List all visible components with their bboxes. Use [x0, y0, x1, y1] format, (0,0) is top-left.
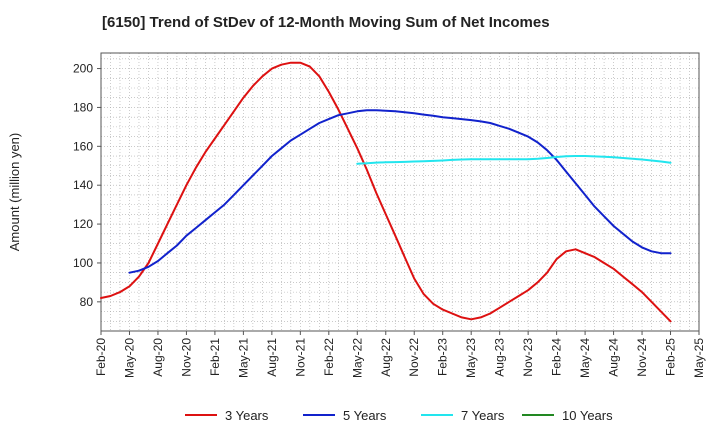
x-tick-label: May-20: [122, 338, 136, 378]
legend-label: 10 Years: [562, 408, 613, 423]
x-tick-label: Feb-24: [550, 338, 564, 376]
x-tick-label: May-24: [578, 338, 592, 378]
x-tick-label: Aug-24: [607, 338, 621, 377]
x-tick-label: May-25: [692, 338, 706, 378]
y-tick-label: 120: [73, 217, 93, 231]
x-tick-label: Aug-20: [151, 338, 165, 377]
y-tick-label: 140: [73, 178, 93, 192]
x-tick-label: Feb-22: [322, 338, 336, 376]
x-tick-label: Nov-23: [521, 338, 535, 377]
y-axis-label: Amount (million yen): [7, 133, 22, 252]
legend-label: 3 Years: [225, 408, 269, 423]
x-tick-label: Feb-20: [94, 338, 108, 376]
x-tick-label: Nov-20: [179, 338, 193, 377]
x-tick-label: May-23: [464, 338, 478, 378]
x-tick-label: Aug-21: [265, 338, 279, 377]
series-line-3-years: [100, 61, 672, 323]
y-tick-label: 80: [80, 295, 94, 309]
y-tick-label: 160: [73, 139, 93, 153]
x-tick-label: Nov-24: [635, 338, 649, 377]
x-tick-label: Aug-23: [493, 338, 507, 377]
x-tick-label: Feb-23: [436, 338, 450, 376]
series-line-7-years: [356, 155, 672, 165]
x-tick-label: May-22: [350, 338, 364, 378]
x-tick-label: Nov-21: [293, 338, 307, 377]
x-tick-label: Aug-22: [379, 338, 393, 377]
chart-title: [6150] Trend of StDev of 12-Month Moving…: [102, 14, 550, 31]
x-tick-label: Feb-21: [208, 338, 222, 376]
y-tick-label: 200: [73, 62, 93, 76]
legend-label: 5 Years: [343, 408, 387, 423]
plot-area: [101, 53, 699, 331]
legend-label: 7 Years: [461, 408, 505, 423]
x-tick-label: Feb-25: [664, 338, 678, 376]
y-tick-label: 100: [73, 256, 93, 270]
plot-frame: [100, 52, 700, 332]
series-line-5-years: [128, 109, 672, 274]
x-tick-label: Nov-22: [407, 338, 421, 377]
x-tick-label: May-21: [236, 338, 250, 378]
y-tick-label: 180: [73, 100, 93, 114]
